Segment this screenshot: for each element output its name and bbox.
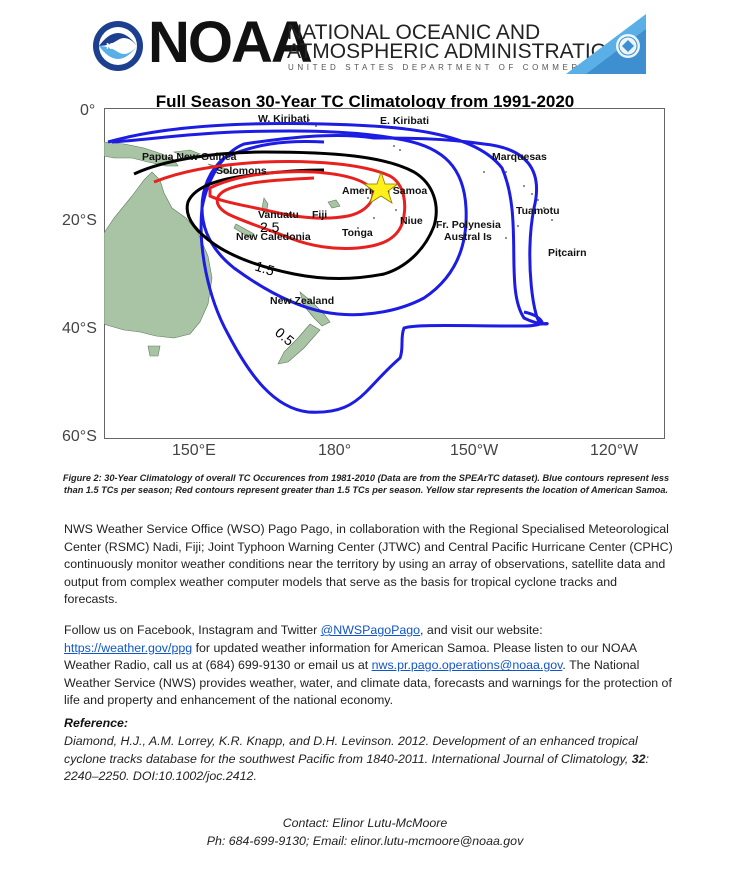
twitter-link[interactable]: @NWSPagoPago <box>320 623 421 637</box>
figure-title: Full Season 30-Year TC Climatology from … <box>155 92 575 111</box>
noaa-seal-icon: NOAA <box>93 21 143 71</box>
american-samoa-star-icon <box>362 170 400 204</box>
lon-label-180: 180° <box>318 442 352 459</box>
place-label-new-caledonia: New Caledonia <box>236 231 311 243</box>
place-label-new-zealand: New Zealand <box>270 295 334 307</box>
place-label-fiji: Fiji <box>312 209 327 221</box>
map-canvas: 2.5 1.5 0.5 W. Kiribati E. Kiribati Marq… <box>104 108 665 439</box>
tasmania-landmass <box>147 345 161 357</box>
place-label-marquesas: Marquesas <box>492 151 547 163</box>
email-link[interactable]: nws.pr.pago.operations@noaa.gov <box>371 658 563 673</box>
lon-label-150e: 150°E <box>172 442 216 459</box>
reference-citation: Diamond, H.J., A.M. Lorrey, K.R. Knapp, … <box>64 733 674 786</box>
weather-radio-text: for updated weather information for Amer… <box>64 640 637 673</box>
australia-landmass <box>104 171 213 339</box>
lat-label-0: 0° <box>80 102 96 119</box>
citation-text: Diamond, H.J., A.M. Lorrey, K.R. Knapp, … <box>64 734 638 766</box>
paragraph-follow-us: Follow us on Facebook, Instagram and Twi… <box>64 622 674 710</box>
follow-us-text: Follow us on Facebook, Instagram and Twi… <box>64 623 321 637</box>
department-line: UNITED STATES DEPARTMENT OF COMMERCE <box>288 63 600 72</box>
noaa-logo-text: NOAA <box>148 10 313 75</box>
figure-caption: Figure 2: 30-Year Climatology of overall… <box>62 473 670 495</box>
place-label-tuamotu: Tuamotu <box>516 205 560 217</box>
contact-name: Contact: Elinor Lutu-McMoore <box>282 816 448 830</box>
lat-label-60s: 60°S <box>62 428 97 445</box>
reference-heading: Reference: <box>64 716 129 730</box>
lat-label-40s: 40°S <box>62 320 97 337</box>
visit-website-text: , and visit our website: <box>420 623 543 637</box>
contact-phone-email: Ph: 684-699-9130; Email: elinor.lutu-mcm… <box>206 833 524 848</box>
new-caledonia-landmass <box>233 223 255 239</box>
contour-blue-middle <box>111 129 468 317</box>
png-landmass <box>104 141 179 167</box>
place-label-solomons: Solomons <box>216 165 267 177</box>
lon-label-120w: 120°W <box>590 442 639 459</box>
contour-red-outer <box>153 160 407 250</box>
lon-label-150w: 150°W <box>450 442 499 459</box>
island-dots <box>308 119 561 257</box>
nz-south-island-landmass <box>277 323 321 365</box>
noaa-header: NOAA NOAA NATIONAL OCEANIC AND ATMOSPHER… <box>0 0 730 86</box>
contour-blue-outer <box>107 122 549 414</box>
lat-label-20s: 20°S <box>62 212 97 229</box>
place-label-austral-is: Austral Is <box>444 231 492 243</box>
citation-volume: 32 <box>631 751 646 766</box>
place-label-niue: Niue <box>400 215 423 227</box>
contour-label-2-5: 2.5 <box>260 219 280 235</box>
seal-text: NOAA <box>106 42 130 51</box>
paragraph-monitoring: NWS Weather Service Office (WSO) Pago Pa… <box>64 522 673 607</box>
tc-climatology-map: 0° 20°S 40°S 60°S 150°E 180° 150°W 120°W <box>0 92 730 470</box>
place-label-e-kiribati: E. Kiribati <box>380 115 429 127</box>
place-label-pitcairn: Pitcairn <box>548 247 587 259</box>
agency-name-line2: ATMOSPHERIC ADMINISTRATION <box>287 40 623 63</box>
commerce-seal-icon <box>566 14 646 74</box>
contact-block: Contact: Elinor Lutu-McMoore Ph: 684-699… <box>0 815 730 850</box>
place-label-w-kiribati: W. Kiribati <box>258 113 309 125</box>
fiji-landmass <box>327 199 341 209</box>
website-link[interactable]: https://weather.gov/ppg <box>64 640 193 655</box>
contour-label-1-5: 1.5 <box>253 258 277 279</box>
place-label-png: Papua New Guinea <box>142 151 237 163</box>
place-label-tonga: Tonga <box>342 227 373 239</box>
nws-mission-text: . The National Weather Service (NWS) pro… <box>64 658 672 708</box>
place-label-fr-polynesia: Fr. Polynesia <box>436 219 501 231</box>
place-label-vanuatu: Vanuatu <box>258 209 299 221</box>
citation-pages-doi: : 2240–2250. DOI:10.1002/joc.2412. <box>64 751 649 784</box>
contour-black <box>133 150 438 280</box>
agency-name-line1: NATIONAL OCEANIC AND <box>287 21 541 44</box>
